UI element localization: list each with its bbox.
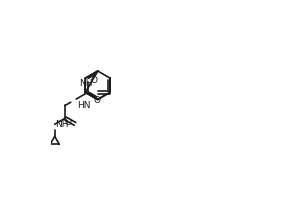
Text: O: O	[90, 76, 97, 85]
Text: NH: NH	[79, 79, 93, 88]
Text: O: O	[64, 118, 71, 127]
Text: HN: HN	[77, 101, 91, 110]
Text: O: O	[94, 96, 100, 105]
Text: NH: NH	[56, 120, 69, 129]
